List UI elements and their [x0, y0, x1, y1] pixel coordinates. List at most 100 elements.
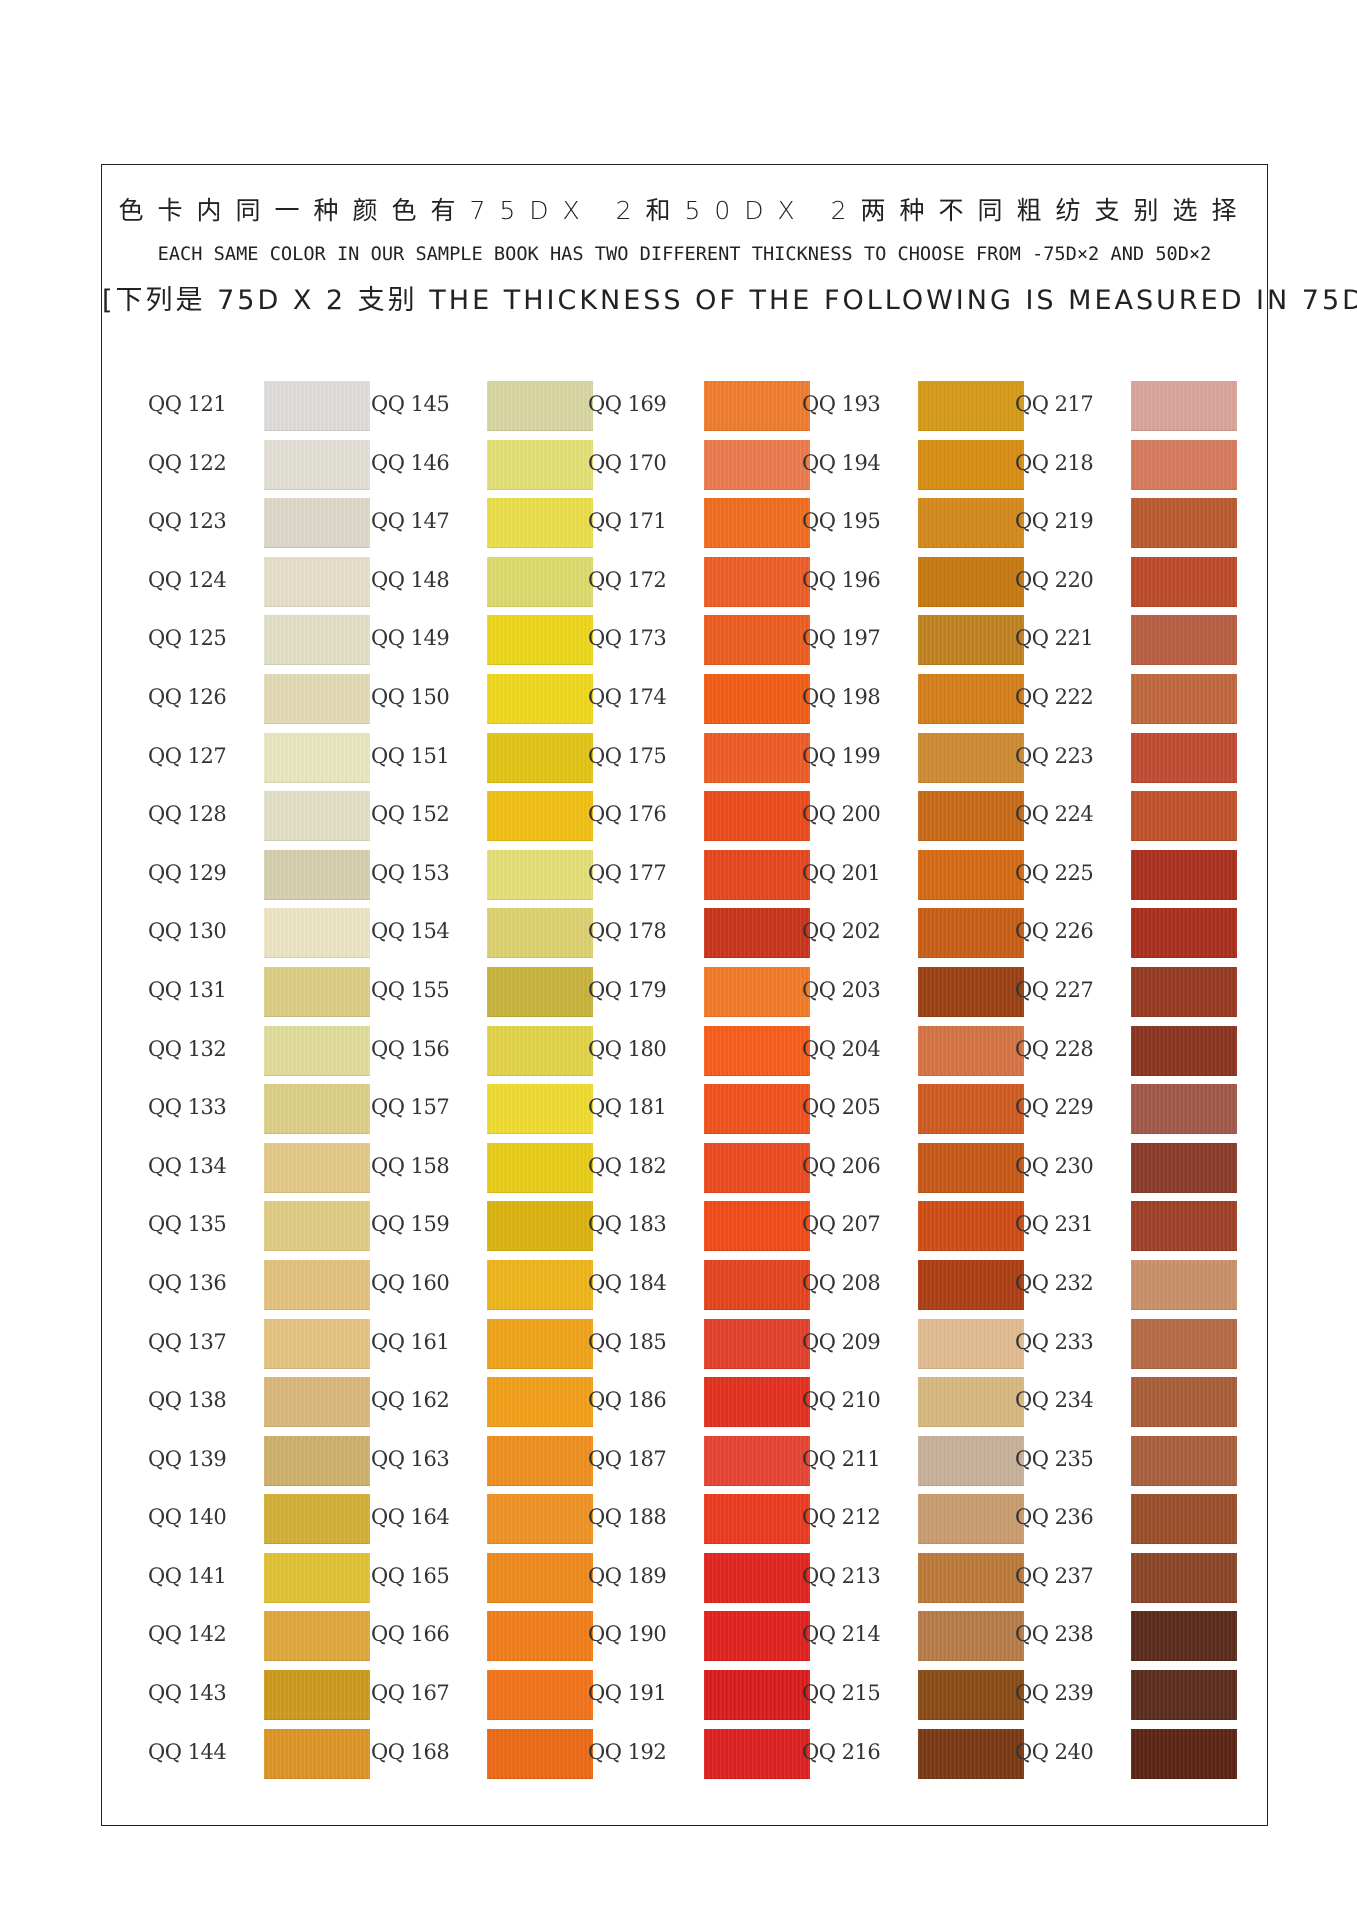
- thread-swatch: [487, 1552, 593, 1603]
- color-code-label: QQ 215: [802, 1681, 881, 1706]
- thread-swatch: [487, 1435, 593, 1486]
- swatch-row: QQ 183: [588, 1195, 810, 1254]
- thread-swatch: [918, 1670, 1024, 1721]
- color-code-label: QQ 221: [1015, 626, 1094, 651]
- swatch-row: QQ 193: [802, 375, 1024, 434]
- swatch-row: QQ 160: [371, 1254, 593, 1313]
- swatch-row: QQ 159: [371, 1195, 593, 1254]
- thread-swatch: [1131, 1670, 1237, 1721]
- color-code-label: QQ 133: [148, 1095, 227, 1120]
- color-code-label: QQ 234: [1015, 1388, 1094, 1413]
- thread-swatch: [918, 1552, 1024, 1603]
- thread-swatch: [918, 908, 1024, 959]
- swatch-row: QQ 196: [802, 551, 1024, 610]
- thread-swatch: [264, 498, 370, 549]
- swatch-row: QQ 131: [148, 961, 370, 1020]
- color-code-label: QQ 153: [371, 860, 450, 885]
- color-code-label: QQ 126: [148, 684, 227, 709]
- color-code-label: QQ 208: [802, 1270, 881, 1295]
- thread-swatch: [704, 791, 810, 842]
- thread-swatch: [487, 673, 593, 724]
- color-code-label: QQ 148: [371, 567, 450, 592]
- thread-swatch: [264, 381, 370, 431]
- thread-swatch: [1131, 1201, 1237, 1252]
- color-code-label: QQ 157: [371, 1095, 450, 1120]
- color-code-label: QQ 230: [1015, 1153, 1094, 1178]
- thread-swatch: [1131, 966, 1237, 1017]
- swatch-row: QQ 167: [371, 1664, 593, 1723]
- swatch-row: QQ 240: [1015, 1723, 1237, 1782]
- thread-swatch: [487, 1377, 593, 1428]
- thread-swatch: [487, 966, 593, 1017]
- thread-swatch: [704, 556, 810, 607]
- color-code-label: QQ 192: [588, 1739, 667, 1764]
- thread-swatch: [487, 1670, 593, 1721]
- color-code-label: QQ 236: [1015, 1505, 1094, 1530]
- color-code-label: QQ 184: [588, 1270, 667, 1295]
- swatch-row: QQ 238: [1015, 1605, 1237, 1664]
- thread-swatch: [1131, 1084, 1237, 1135]
- color-code-label: QQ 168: [371, 1739, 450, 1764]
- thread-swatch: [918, 1377, 1024, 1428]
- swatch-row: QQ 125: [148, 609, 370, 668]
- thread-swatch: [1131, 1318, 1237, 1369]
- color-code-label: QQ 229: [1015, 1095, 1094, 1120]
- swatch-row: QQ 192: [588, 1723, 810, 1782]
- color-code-label: QQ 170: [588, 450, 667, 475]
- color-code-label: QQ 214: [802, 1622, 881, 1647]
- color-code-label: QQ 226: [1015, 919, 1094, 944]
- color-code-label: QQ 136: [148, 1270, 227, 1295]
- color-code-label: QQ 171: [588, 509, 667, 534]
- color-code-label: QQ 188: [588, 1505, 667, 1530]
- color-code-label: QQ 140: [148, 1505, 227, 1530]
- swatch-row: QQ 213: [802, 1547, 1024, 1606]
- swatch-row: QQ 197: [802, 609, 1024, 668]
- thread-swatch: [918, 1142, 1024, 1193]
- thread-swatch: [1131, 1728, 1237, 1779]
- swatch-row: QQ 190: [588, 1605, 810, 1664]
- color-code-label: QQ 200: [802, 802, 881, 827]
- swatch-row: QQ 143: [148, 1664, 370, 1723]
- thread-swatch: [487, 498, 593, 549]
- swatch-row: QQ 171: [588, 492, 810, 551]
- thread-swatch: [264, 1201, 370, 1252]
- thread-swatch: [1131, 1435, 1237, 1486]
- swatch-column: QQ 121 QQ 122 QQ 123 QQ 124 QQ 125 QQ 126 QQ 1…: [148, 375, 370, 1781]
- thread-swatch: [704, 615, 810, 666]
- thread-swatch: [1131, 1377, 1237, 1428]
- thread-swatch: [918, 1259, 1024, 1310]
- thread-swatch: [1131, 1025, 1237, 1076]
- swatch-row: QQ 212: [802, 1488, 1024, 1547]
- color-code-label: QQ 138: [148, 1388, 227, 1413]
- swatch-row: QQ 148: [371, 551, 593, 610]
- swatch-row: QQ 135: [148, 1195, 370, 1254]
- color-code-label: QQ 216: [802, 1739, 881, 1764]
- thread-swatch: [918, 1435, 1024, 1486]
- color-code-label: QQ 217: [1015, 392, 1094, 416]
- swatch-row: QQ 151: [371, 727, 593, 786]
- thread-swatch: [704, 849, 810, 900]
- color-code-label: QQ 178: [588, 919, 667, 944]
- color-code-label: QQ 193: [802, 392, 881, 416]
- thread-swatch: [487, 849, 593, 900]
- swatch-row: QQ 228: [1015, 1020, 1237, 1079]
- color-code-label: QQ 159: [371, 1212, 450, 1237]
- swatch-row: QQ 221: [1015, 609, 1237, 668]
- thread-swatch: [704, 381, 810, 431]
- color-code-label: QQ 239: [1015, 1681, 1094, 1706]
- thread-swatch: [264, 615, 370, 666]
- swatch-row: QQ 123: [148, 492, 370, 551]
- swatch-column: QQ 169 QQ 170 QQ 171 QQ 172 QQ 173 QQ 174 QQ 1…: [588, 375, 810, 1781]
- thread-swatch: [487, 1201, 593, 1252]
- thread-swatch: [704, 908, 810, 959]
- color-code-label: QQ 179: [588, 977, 667, 1002]
- thread-swatch: [487, 1728, 593, 1779]
- swatch-row: QQ 149: [371, 609, 593, 668]
- swatch-row: QQ 199: [802, 727, 1024, 786]
- color-code-label: QQ 143: [148, 1681, 227, 1706]
- swatch-row: QQ 203: [802, 961, 1024, 1020]
- swatch-row: QQ 121: [148, 375, 370, 434]
- thread-swatch: [1131, 1552, 1237, 1603]
- thread-swatch: [704, 1259, 810, 1310]
- color-code-label: QQ 220: [1015, 567, 1094, 592]
